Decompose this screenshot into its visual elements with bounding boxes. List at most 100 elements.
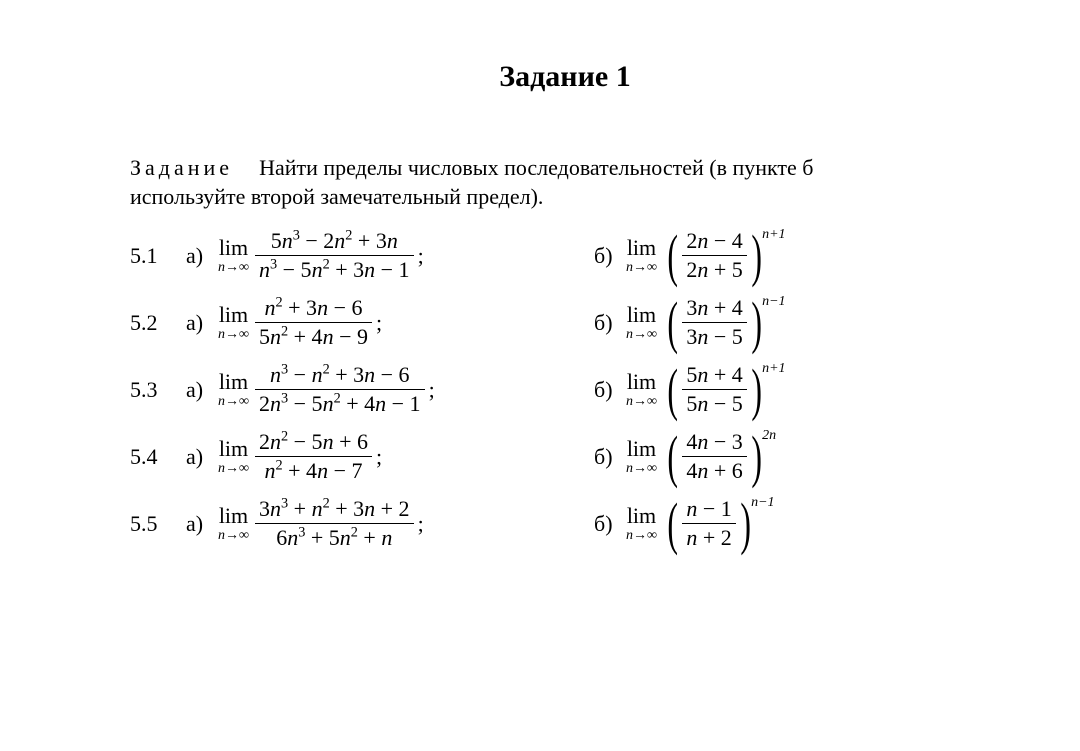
- denominator: n + 2: [682, 526, 735, 550]
- lim-subscript: n→∞: [218, 395, 249, 409]
- lim-word: lim: [627, 304, 656, 326]
- left-paren-icon: (: [667, 432, 678, 481]
- exponent: n−1: [751, 495, 774, 511]
- denominator: 6n3 + 5n2 + n: [272, 526, 396, 550]
- lim-word: lim: [627, 371, 656, 393]
- left-paren-icon: (: [667, 499, 678, 548]
- denominator: 3n − 5: [682, 325, 746, 349]
- denominator: 2n + 5: [682, 258, 746, 282]
- fraction-a: n2 + 3n − 6 5n2 + 4n − 9: [255, 296, 372, 349]
- problem-row: 5.5а)lim n→∞ 3n3 + n2 + 3n + 2 6n3 + 5n2 + …: [130, 497, 1000, 550]
- numerator: 2n2 − 5n + 6: [255, 430, 372, 454]
- part-b-label: б): [594, 377, 626, 403]
- problem-number: 5.5: [130, 511, 186, 537]
- denominator: 2n3 − 5n2 + 4n − 1: [255, 392, 425, 416]
- denominator: n3 − 5n2 + 3n − 1: [255, 258, 414, 282]
- problem-list: 5.1а)limn→∞5n3 − 2n2 + 3nn3 − 5n2 + 3n −…: [130, 229, 1000, 550]
- limit-symbol: lim n→∞: [626, 304, 657, 342]
- denominator: 5n2 + 4n − 9: [255, 325, 372, 349]
- problem-row: 5.1а)lim n→∞ 5n3 − 2n2 + 3n n3 − 5n2 + 3n −…: [130, 229, 1000, 282]
- limit-symbol: limn→∞: [218, 304, 249, 342]
- denominator: 4n + 6: [682, 459, 746, 483]
- limit-symbol: limn→∞: [218, 371, 249, 409]
- numerator: 5n + 4: [682, 363, 746, 387]
- semicolon: ;: [429, 377, 435, 403]
- document-page: Задание 1 Задание Найти пределы числовых…: [0, 0, 1080, 550]
- part-b-label: б): [594, 511, 626, 537]
- limit-symbol: lim n→∞: [626, 371, 657, 409]
- left-paren-icon: (: [667, 231, 678, 280]
- fraction-a: n3 − n2 + 3n − 6 2n3 − 5n2 + 4n − 1: [255, 363, 425, 416]
- fraction-b: 4n − 34n + 6: [682, 430, 746, 483]
- semicolon: ;: [376, 310, 382, 336]
- paren-expression: (4n − 34n + 6)2n: [663, 430, 776, 483]
- paren-expression: (5n + 45n − 5)n+1: [663, 363, 786, 416]
- fraction-a: 3n3 + n2 + 3n + 2 6n3 + 5n2 + n: [255, 497, 414, 550]
- limit-symbol: lim n→∞: [218, 505, 249, 543]
- lim-word: lim: [627, 438, 656, 460]
- part-b-label: б): [594, 243, 626, 269]
- exponent: n+1: [762, 227, 785, 243]
- task-text-line2: используйте второй замечательный предел)…: [130, 183, 1000, 212]
- part-a-label: а): [186, 243, 218, 269]
- semicolon: ;: [418, 511, 424, 537]
- task-description: Задание Найти пределы числовых последова…: [130, 154, 1000, 211]
- part-a-label: а): [186, 444, 218, 470]
- problem-part-b: б)lim n→∞ (4n − 34n + 6)2n: [594, 430, 776, 483]
- fraction-a: 2n2 − 5n + 6n2 + 4n − 7: [255, 430, 372, 483]
- fraction-b: 2n − 4 2n + 5: [682, 229, 746, 282]
- numerator: 5n3 − 2n2 + 3n: [267, 229, 402, 253]
- numerator: n3 − n2 + 3n − 6: [266, 363, 414, 387]
- fraction-b: 3n + 4 3n − 5: [682, 296, 746, 349]
- lim-word: lim: [219, 505, 248, 527]
- paren-expression: (n − 1 n + 2)n−1: [663, 497, 775, 550]
- lim-subscript: n→∞: [626, 529, 657, 543]
- lim-subscript: n→∞: [626, 261, 657, 275]
- part-a-label: а): [186, 377, 218, 403]
- problem-part-b: б)limn→∞(2n − 42n + 5)n+1: [594, 229, 786, 282]
- problem-part-a: а)limn→∞ n2 + 3n − 6 5n2 + 4n − 9;: [186, 296, 566, 349]
- problem-part-a: а)limn→∞5n3 − 2n2 + 3nn3 − 5n2 + 3n − 1;: [186, 229, 566, 282]
- problem-row: 5.3а) lim n→∞ n3 − n2 + 3n − 6 2n3 − 5n2 + 4…: [130, 363, 1000, 416]
- limit-symbol: lim n→∞: [218, 438, 249, 476]
- lim-subscript: n→∞: [218, 328, 249, 342]
- lim-word: lim: [219, 438, 248, 460]
- part-b-label: б): [594, 444, 626, 470]
- semicolon: ;: [376, 444, 382, 470]
- left-paren-icon: (: [667, 365, 678, 414]
- lim-subscript: n→∞: [218, 529, 249, 543]
- problem-number: 5.1: [130, 243, 186, 269]
- problem-row: 5.4а)limn→∞2n2 − 5n + 6n2 + 4n − 7;б)lim…: [130, 430, 1000, 483]
- fraction-a: 5n3 − 2n2 + 3n n3 − 5n2 + 3n − 1: [255, 229, 414, 282]
- numerator: 2n − 4: [682, 229, 746, 253]
- lim-subscript: n→∞: [626, 395, 657, 409]
- problem-number: 5.2: [130, 310, 186, 336]
- numerator: 3n3 + n2 + 3n + 2: [255, 497, 414, 521]
- limit-symbol: limn→∞: [626, 505, 657, 543]
- exponent: 2n: [762, 428, 776, 444]
- problem-number: 5.4: [130, 444, 186, 470]
- problem-part-b: б)limn→∞(3n + 43n − 5)n−1: [594, 296, 786, 349]
- numerator: n − 1: [682, 497, 735, 521]
- lim-word: lim: [219, 237, 248, 259]
- lim-subscript: n→∞: [218, 462, 249, 476]
- problem-part-a: а)limn→∞ n3 − n2 + 3n − 6 2n3 − 5n2 + 4n −…: [186, 363, 566, 416]
- numerator: n2 + 3n − 6: [260, 296, 366, 320]
- problem-part-a: а)lim n→∞ 3n3 + n2 + 3n + 2 6n3 + 5n2 + n;: [186, 497, 566, 550]
- right-paren-icon: ): [751, 365, 762, 414]
- numerator: 3n + 4: [682, 296, 746, 320]
- paren-expression: (2n − 4 2n + 5)n+1: [663, 229, 786, 282]
- right-paren-icon: ): [751, 231, 762, 280]
- part-a-label: а): [186, 310, 218, 336]
- problem-part-b: б)limn→∞ (n − 1 n + 2)n−1: [594, 497, 775, 550]
- lim-subscript: n→∞: [626, 328, 657, 342]
- problem-part-a: а)lim n→∞ 2n2 − 5n + 6n2 + 4n − 7;: [186, 430, 566, 483]
- part-a-label: а): [186, 511, 218, 537]
- semicolon: ;: [418, 243, 424, 269]
- right-paren-icon: ): [740, 499, 751, 548]
- lim-subscript: n→∞: [626, 462, 657, 476]
- paren-expression: (3n + 43n − 5)n−1: [663, 296, 786, 349]
- fraction-b: 5n + 45n − 5: [682, 363, 746, 416]
- problem-number: 5.3: [130, 377, 186, 403]
- right-paren-icon: ): [751, 432, 762, 481]
